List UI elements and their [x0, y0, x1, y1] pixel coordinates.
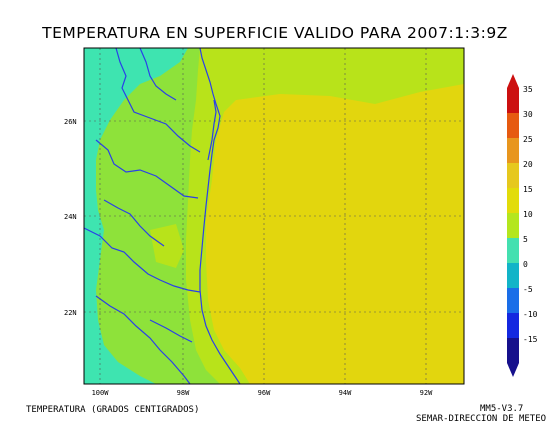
- state-boundary-2: [95, 139, 199, 199]
- colorbar-segment: [507, 113, 519, 138]
- colorbar-segment: [507, 188, 519, 213]
- colorbar-label: 5: [523, 235, 528, 244]
- variable-caption: TEMPERATURA (GRADOS CENTIGRADOS): [26, 405, 200, 415]
- lon-label-100w: 100W: [92, 389, 110, 397]
- lon-label-98w: 98W: [177, 389, 190, 397]
- map-frame: [83, 47, 465, 385]
- colorbar-bottom-arrow: [507, 363, 519, 377]
- colorbar-segment: [507, 338, 519, 363]
- longitude-labels: 100W 98W 96W 94W 92W: [92, 389, 434, 397]
- lat-label-24n: 24N: [64, 213, 77, 221]
- colorbar-segment: [507, 263, 519, 288]
- source-credit: SEMAR-DIRECCION DE METEO: [416, 414, 547, 424]
- coastline: [199, 47, 241, 385]
- colorbar-label: 15: [523, 185, 533, 194]
- colorbar-top-arrow: [507, 74, 519, 88]
- state-boundary-4: [95, 295, 191, 385]
- colorbar-segment: [507, 88, 519, 113]
- colorbar: 35 30 25 20 15 10 5 0 -5 -10 -15: [507, 74, 538, 377]
- lon-label-94w: 94W: [339, 389, 352, 397]
- lon-label-96w: 96W: [258, 389, 271, 397]
- colorbar-segment: [507, 288, 519, 313]
- colorbar-segment: [507, 163, 519, 188]
- state-boundary-6: [103, 199, 165, 247]
- lat-label-26n: 26N: [64, 118, 77, 126]
- lat-label-22n: 22N: [64, 309, 77, 317]
- boundary-lines: [83, 47, 241, 385]
- colorbar-segment: [507, 138, 519, 163]
- model-version: MM5-V3.7: [480, 404, 524, 414]
- colorbar-label: 25: [523, 135, 533, 144]
- colorbar-segment: [507, 313, 519, 338]
- lagoon-line: [207, 99, 217, 161]
- map-title: TEMPERATURA EN SUPERFICIE VALIDO PARA 20…: [42, 24, 508, 42]
- state-boundary-7: [149, 319, 193, 343]
- field-10-15-patch: [100, 266, 146, 306]
- lat-lon-grid: [84, 48, 464, 384]
- colorbar-label: -15: [523, 335, 538, 344]
- colorbar-label: -10: [523, 310, 538, 319]
- field-5-10-region: [84, 48, 188, 384]
- state-boundary-3: [83, 227, 201, 293]
- colorbar-segment: [507, 213, 519, 238]
- colorbar-label: -5: [523, 285, 533, 294]
- latitude-labels: 26N 24N 22N: [64, 118, 77, 317]
- colorbar-label: 20: [523, 160, 533, 169]
- colorbar-label: 0: [523, 260, 528, 269]
- field-15-20-patch: [150, 224, 184, 268]
- colorbar-label: 30: [523, 110, 533, 119]
- lon-label-92w: 92W: [420, 389, 433, 397]
- colorbar-segment: [507, 238, 519, 263]
- state-boundary-1: [115, 47, 201, 153]
- state-boundary-5: [139, 47, 177, 101]
- colorbar-label: 10: [523, 210, 533, 219]
- colorbar-label: 35: [523, 85, 533, 94]
